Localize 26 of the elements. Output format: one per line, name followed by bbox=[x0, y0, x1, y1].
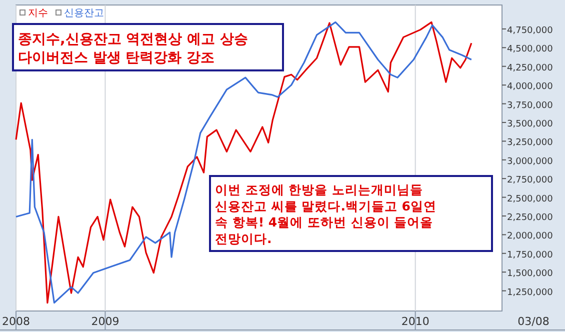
y-tick-label: 3,250,000 bbox=[507, 138, 554, 148]
y-tick-label: 4,750,000 bbox=[507, 26, 554, 36]
y-tick-label: 4,000,000 bbox=[507, 82, 554, 92]
text: 지수 bbox=[28, 8, 48, 19]
y-tick-label: 2,500,000 bbox=[507, 194, 554, 204]
x-tick-label: 2010 bbox=[401, 315, 430, 328]
y-tick-label: 2,000,000 bbox=[507, 232, 554, 242]
y-tick-label: 3,750,000 bbox=[507, 100, 554, 111]
annotation: 이번 조정에 한방을 노리는개미님들 신용잔고 씨를 말렸다.백기들고 6일연 속 항복! 4월에 또하번 신용이 들어올 전망이다. bbox=[215, 182, 437, 246]
annotation-box: 종지수,신용잔고 역전현상 예고 상승 다이버전스 발생 탄력강화 강조 bbox=[12, 23, 284, 72]
y-tick-label: 4,250,000 bbox=[507, 63, 554, 74]
x-tick-label: 2008 bbox=[2, 315, 30, 328]
y-tick-label: 1,500,000 bbox=[507, 269, 554, 280]
y-tick-label: 3,500,000 bbox=[507, 119, 554, 130]
x-tick-label: 2009 bbox=[91, 315, 120, 328]
text: 03/08 bbox=[518, 315, 550, 328]
annotation-box: 이번 조정에 한방을 노리는개미님들 신용잔고 씨를 말렸다.백기들고 6일연 속 항복! 4월에 또하번 신용이 들어올 전망이다. bbox=[209, 175, 493, 252]
y-tick-label: 1,250,000 bbox=[507, 288, 554, 298]
text: 신용잔고 bbox=[64, 8, 104, 19]
y-tick-label: 2,250,000 bbox=[507, 212, 554, 223]
y-tick-label: 2,750,000 bbox=[507, 176, 554, 186]
y-tick-label: 3,000,000 bbox=[507, 156, 554, 167]
annotation: 종지수,신용잔고 역전현상 예고 상승 다이버전스 발생 탄력강화 강조 bbox=[18, 32, 248, 66]
line-series bbox=[15, 21, 472, 304]
y-tick-label: 1,750,000 bbox=[507, 250, 554, 260]
y-tick-label: 4,500,000 bbox=[507, 44, 554, 55]
